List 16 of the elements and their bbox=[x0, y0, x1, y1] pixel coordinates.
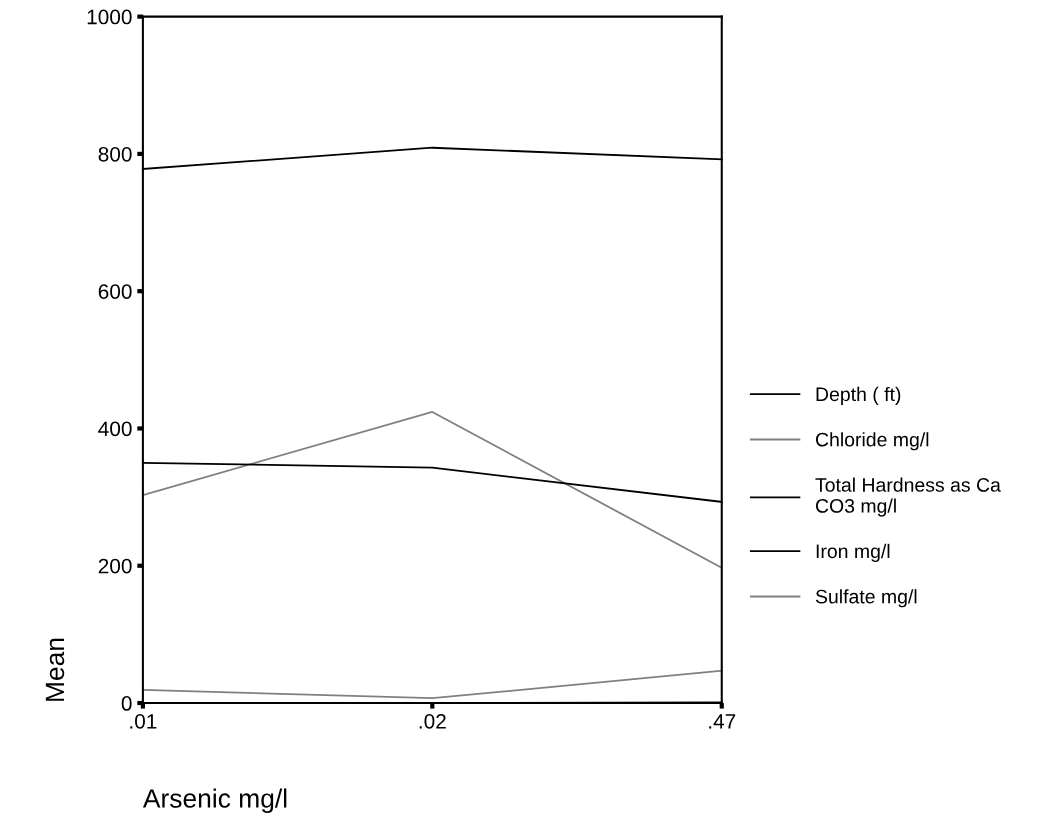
x-tick-label: .47 bbox=[709, 714, 736, 729]
legend-label: Total Hardness as Ca CO3 mg/l bbox=[815, 477, 1001, 517]
y-tick-label: 0 bbox=[121, 696, 132, 711]
y-tick-label: 800 bbox=[98, 146, 132, 162]
x-tick-label: .01 bbox=[130, 713, 157, 729]
y-tick-label: 1000 bbox=[87, 9, 132, 25]
legend-label: Depth ( ft) bbox=[816, 386, 901, 405]
x-tick-label: .02 bbox=[419, 713, 446, 729]
legend-label: Sulfate mg/l bbox=[815, 589, 917, 608]
legend-label: Chloride mg/l bbox=[815, 432, 929, 451]
legend-label: Iron mg/l bbox=[816, 543, 890, 562]
y-tick-label: 600 bbox=[98, 284, 132, 299]
y-tick-label: 200 bbox=[98, 558, 132, 574]
y-tick-label: 400 bbox=[98, 421, 132, 437]
y-axis-title: Mean bbox=[45, 638, 65, 701]
x-axis-title: Arsenic mg/l bbox=[142, 788, 287, 814]
